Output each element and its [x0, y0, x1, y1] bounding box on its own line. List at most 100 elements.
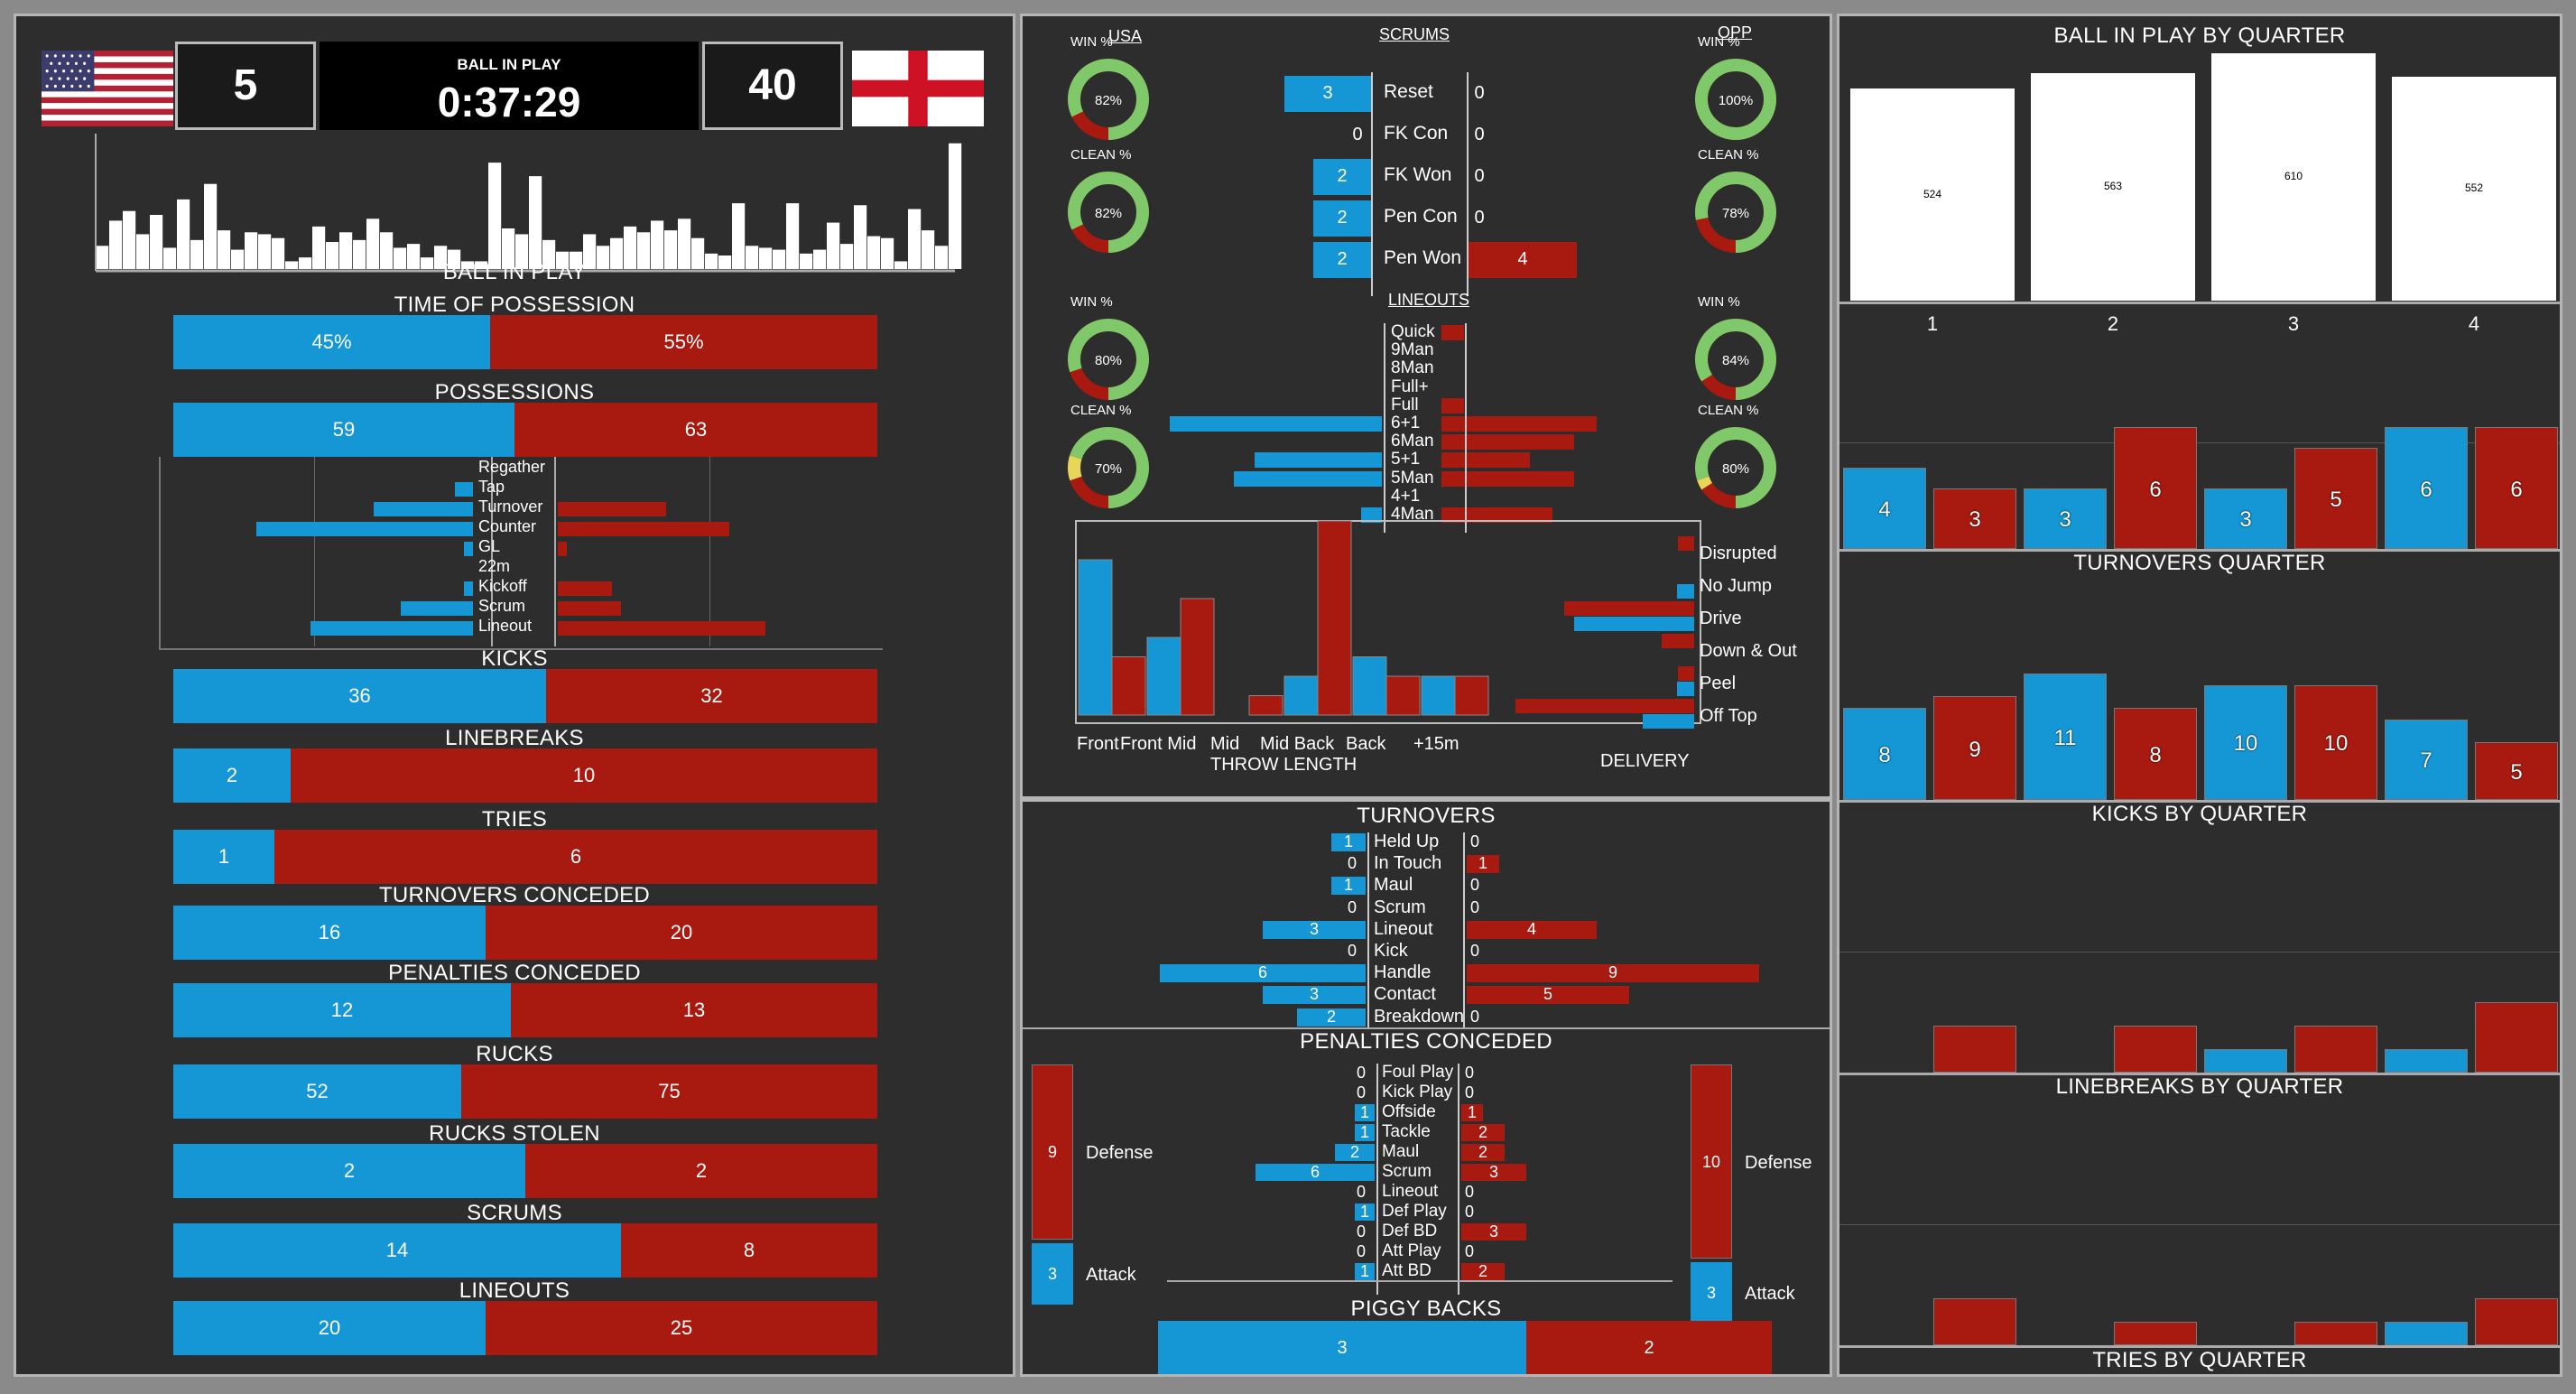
quarter-opp-value: 3	[1969, 507, 1981, 533]
delivery-label-item: Down & Out	[1700, 641, 1797, 661]
scrum-usa-value: 2	[1337, 208, 1348, 228]
turnover-opp-value: 4	[1526, 919, 1536, 938]
throw-opp-bar	[1317, 520, 1352, 716]
bip-quarter-value: 563	[2103, 179, 2123, 192]
lineout-usa-bar	[1255, 452, 1382, 469]
possession-source-label: Counter	[478, 517, 537, 535]
turnover-row-label: Contact	[1374, 984, 1436, 1005]
possession-source-label: GL	[478, 537, 501, 555]
turnover-opp-value: 0	[1469, 897, 1479, 916]
scrum-opp-value: 0	[1474, 166, 1485, 186]
possession-source-usa-bar	[374, 502, 473, 516]
quarter-opp-bar	[2294, 447, 2377, 549]
left-panel: 5 BALL IN PLAY 0:37:29 40 BALL IN PLAY T…	[14, 14, 1015, 1377]
scrum-usa-value: 2	[1337, 249, 1348, 269]
quarter-usa-value: 4	[1878, 497, 1891, 522]
quarter-usa-bar	[1843, 468, 1926, 549]
penalty-defense-value: 9	[1047, 1142, 1057, 1161]
bip-quarter-bar	[1850, 88, 2015, 301]
quarter-usa-value: 6	[2420, 477, 2432, 502]
scrum-usa-bar	[1313, 242, 1371, 278]
quarter-opp-value: 5	[2330, 487, 2342, 512]
donut-value: 70%	[1095, 461, 1122, 477]
penalty-opp-value: 1	[1467, 1103, 1477, 1121]
ball-in-play-bar	[421, 257, 434, 269]
ball-in-play-bar	[394, 247, 407, 269]
lineout-usa-bar	[1360, 507, 1382, 523]
lineout-row-label: 4Man	[1391, 505, 1434, 524]
ball-in-play-bar	[96, 246, 109, 269]
usa-score: 5	[175, 42, 316, 130]
turnover-row-label: Maul	[1374, 875, 1413, 896]
scrums-usa-label: USA	[1108, 27, 1143, 45]
delivery-opp-bar	[1678, 536, 1694, 551]
scrum-usa-value: 3	[1322, 83, 1333, 103]
throw-usa-bar	[1146, 637, 1181, 716]
donut-chart: 84%	[1695, 319, 1776, 400]
scrum-usa-bar	[1313, 200, 1371, 237]
stat-title: RUCKS	[476, 1042, 553, 1066]
ball-in-play-bar	[380, 232, 394, 269]
ball-in-play-bar	[461, 261, 475, 269]
turnover-usa-bar	[1263, 986, 1366, 1005]
lineout-opp-bar	[1441, 507, 1552, 523]
donut-label: WIN %	[1070, 294, 1113, 310]
scrum-opp-value: 0	[1474, 83, 1485, 103]
quarter-usa-bar	[1843, 708, 1926, 800]
quarter-opp-bar	[2475, 742, 2558, 800]
possession-source-usa-bar	[464, 581, 473, 596]
turnover-row-label: Breakdown	[1374, 1006, 1465, 1027]
ball-in-play-bar	[488, 163, 502, 269]
usa-stat-segment: 45%	[173, 315, 490, 369]
donut-label: WIN %	[1698, 294, 1740, 310]
turnover-opp-value: 0	[1469, 942, 1479, 960]
penalty-usa-value: 1	[1359, 1103, 1369, 1121]
ball-in-play-bar	[894, 261, 908, 269]
ball-in-play-bar	[624, 226, 637, 269]
penalty-row-label: Maul	[1382, 1142, 1420, 1161]
scrum-opp-value: 0	[1474, 125, 1485, 144]
throw-category-label: Mid	[1210, 734, 1239, 754]
turnover-row-label: Lineout	[1374, 918, 1433, 939]
lineout-opp-bar	[1441, 416, 1597, 432]
ball-in-play-bar	[705, 253, 718, 269]
ball-in-play-bar	[285, 261, 299, 269]
ball-in-play-bar	[786, 203, 800, 269]
usa-stat-segment: 36	[173, 669, 546, 723]
penalty-opp-value: 3	[1488, 1163, 1498, 1181]
possession-source-opp-bar	[558, 502, 666, 516]
donut-win-arc	[1695, 59, 1776, 140]
scrum-usa-value: 0	[1352, 125, 1363, 144]
throw-usa-bar	[1283, 675, 1319, 716]
penalty-defense-bar	[1691, 1064, 1732, 1259]
usa-stat-segment: 52	[173, 1064, 461, 1119]
penalties-title: PENALTIES CONCEDED	[1300, 1029, 1552, 1054]
delivery-opp-bar	[1678, 666, 1694, 681]
stat-title: SCRUMS	[467, 1201, 562, 1225]
quarter-gridline	[1839, 952, 2560, 953]
turnover-usa-bar	[1331, 833, 1366, 851]
ball-in-play-bar	[272, 237, 285, 269]
donut-win-arc	[1695, 172, 1776, 253]
ball-in-play-bar	[840, 244, 854, 269]
ball-in-play-bar	[353, 239, 366, 269]
penalty-attack-value: 3	[1706, 1284, 1716, 1303]
quarter-opp-bar	[2114, 708, 2197, 800]
donut-chart: 100%	[1695, 59, 1776, 140]
ball-in-play-bar	[123, 210, 136, 269]
ball-in-play-bar	[597, 246, 610, 269]
opp-score: 40	[702, 42, 843, 130]
turnover-usa-bar	[1331, 877, 1366, 896]
usa-stat-segment: 14	[173, 1223, 621, 1278]
penalty-defense-value: 10	[1701, 1152, 1721, 1171]
lineout-row-label: 6+1	[1391, 414, 1421, 432]
penalty-row-label: Scrum	[1382, 1162, 1432, 1181]
quarter-usa-bar	[2204, 1049, 2287, 1073]
scrums-opp-label: OPP	[1718, 23, 1753, 42]
possession-source-usa-bar	[464, 542, 473, 556]
ball-in-play-bar	[827, 222, 840, 269]
penalty-opp-value: 0	[1464, 1203, 1474, 1221]
ball-in-play-bar	[746, 246, 759, 269]
ball-in-play-bar	[502, 228, 515, 269]
throw-length-chart: Front Front Mid Mid Mid Back Back +15m	[1077, 520, 1489, 754]
